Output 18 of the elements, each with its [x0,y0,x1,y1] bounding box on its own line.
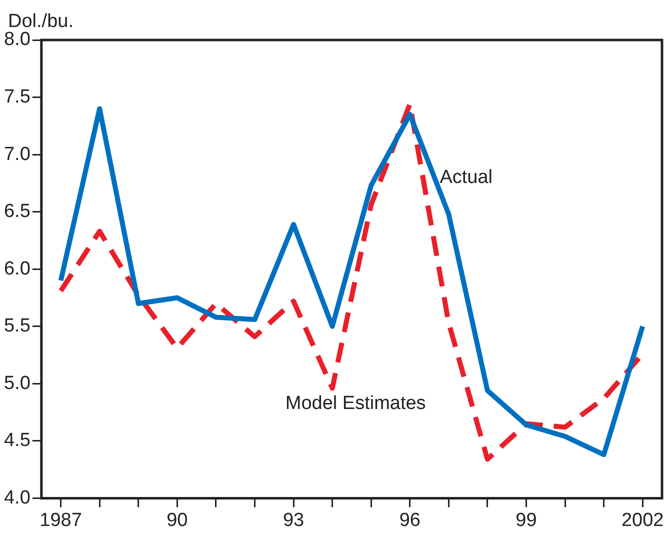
y-tick-label: 7.0 [4,144,30,165]
y-tick-label: 4.0 [4,487,30,508]
x-tick-label: 96 [399,510,420,531]
x-tick-label: 2002 [621,510,664,531]
series-label: Model Estimates [285,392,426,414]
y-tick-label: 6.0 [4,258,30,280]
y-tick-label: 8.0 [4,29,30,50]
y-tick-label: 5.0 [4,372,30,394]
y-axis-title: Dol./bu. [8,11,74,32]
y-tick-label: 7.5 [4,86,30,108]
y-tick-label: 6.5 [4,201,30,222]
x-tick-label: 1987 [40,510,82,531]
y-tick-label: 4.5 [4,430,30,452]
x-tick-label: 93 [282,510,304,531]
x-tick-label: 90 [166,510,188,531]
x-tick-label: 99 [516,510,537,531]
y-tick-label: 5.5 [4,316,30,337]
series-label: Actual [440,167,493,188]
